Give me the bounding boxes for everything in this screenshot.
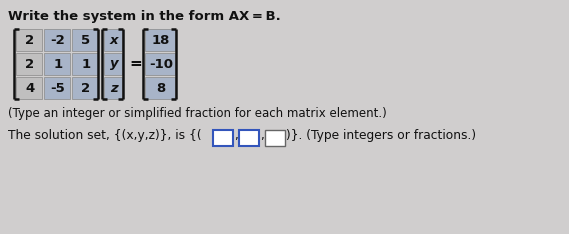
FancyBboxPatch shape [105,52,122,74]
FancyBboxPatch shape [146,29,175,51]
Text: ,: , [260,129,263,142]
FancyBboxPatch shape [44,29,71,51]
FancyBboxPatch shape [17,52,43,74]
Text: 8: 8 [156,81,166,95]
Text: 2: 2 [26,58,35,70]
FancyBboxPatch shape [17,77,43,99]
FancyBboxPatch shape [17,29,43,51]
FancyBboxPatch shape [213,130,233,146]
FancyBboxPatch shape [146,77,175,99]
Text: ,: , [234,129,238,142]
Text: 1: 1 [81,58,90,70]
Text: 5: 5 [81,33,90,47]
Text: y: y [110,58,118,70]
FancyBboxPatch shape [72,29,98,51]
Text: 18: 18 [152,33,170,47]
Text: (Type an integer or simplified fraction for each matrix element.): (Type an integer or simplified fraction … [8,107,387,120]
Text: The solution set, {(x,y,z)}, is {(: The solution set, {(x,y,z)}, is {( [8,129,201,142]
FancyBboxPatch shape [44,77,71,99]
Text: 2: 2 [26,33,35,47]
FancyBboxPatch shape [44,52,71,74]
Text: 4: 4 [26,81,35,95]
FancyBboxPatch shape [72,77,98,99]
FancyBboxPatch shape [146,52,175,74]
Text: -10: -10 [149,58,173,70]
FancyBboxPatch shape [239,130,259,146]
FancyBboxPatch shape [105,77,122,99]
Text: )}. (Type integers or fractions.): )}. (Type integers or fractions.) [286,129,476,142]
Text: -5: -5 [51,81,65,95]
Text: Write the system in the form AX = B.: Write the system in the form AX = B. [8,10,281,23]
Text: x: x [110,33,118,47]
Text: -2: -2 [51,33,65,47]
FancyBboxPatch shape [72,52,98,74]
Text: z: z [110,81,118,95]
Text: 1: 1 [53,58,63,70]
FancyBboxPatch shape [265,130,284,146]
FancyBboxPatch shape [105,29,122,51]
Text: =: = [129,56,142,72]
Text: 2: 2 [81,81,90,95]
